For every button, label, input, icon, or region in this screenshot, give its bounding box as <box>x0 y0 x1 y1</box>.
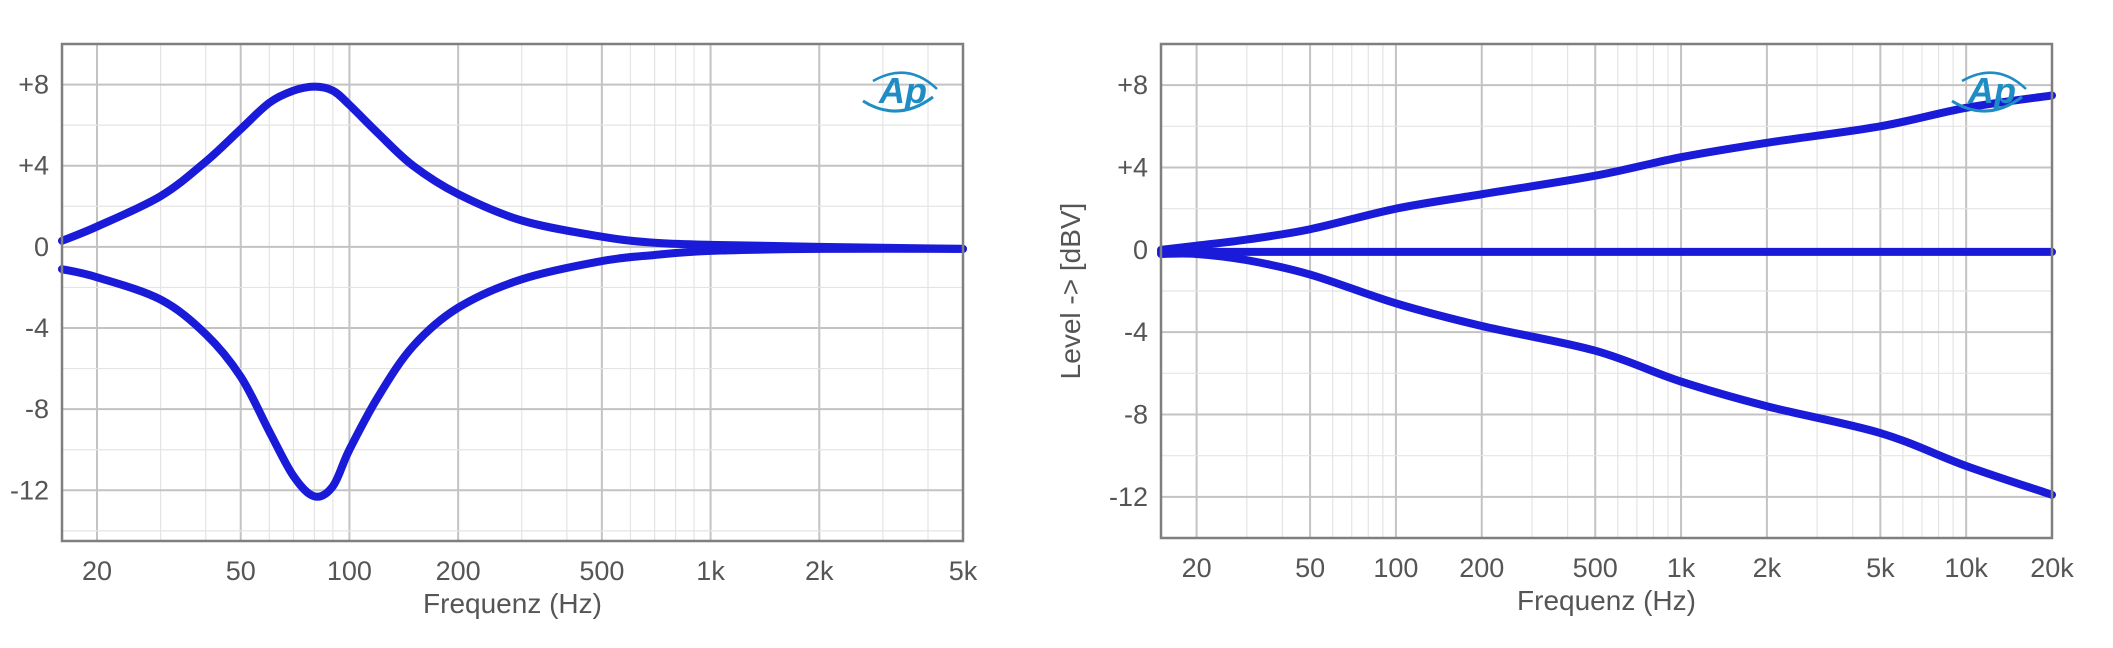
logo-arc <box>872 71 938 90</box>
y-tick-label: -4 <box>1124 317 1148 347</box>
x-tick-label: 20 <box>1182 553 1212 583</box>
y-tick-label: 0 <box>1133 235 1148 265</box>
y-axis-title: Level -> [dBV] <box>1055 203 1086 380</box>
x-tick-label: 1k <box>696 556 725 586</box>
plot-area <box>62 44 963 541</box>
y-tick-label: -12 <box>1109 482 1148 512</box>
x-tick-label: 20 <box>82 556 112 586</box>
right-level-response-chart: 20 50 100 200 500 1k 2k 5k 10k 20k +8 +4 0 -4 -8 -12 Fre… <box>1055 42 2074 616</box>
x-tick-label: 200 <box>1459 553 1504 583</box>
x-tick-label: 5k <box>949 556 978 586</box>
y-tick-label: 0 <box>34 232 49 262</box>
audio-precision-logo-icon: Ap <box>1951 70 2027 113</box>
y-tick-label: +8 <box>1117 70 1148 100</box>
logo-arc <box>1961 71 2027 90</box>
series-line-1 <box>1157 91 2056 254</box>
x-tick-label: 20k <box>2030 553 2074 583</box>
x-tick-label: 100 <box>327 556 372 586</box>
x-tick-label: 2k <box>805 556 834 586</box>
y-tick-label: -8 <box>1124 400 1148 430</box>
logo-text: Ap <box>878 70 927 111</box>
x-tick-label: 200 <box>436 556 481 586</box>
x-tick-label: 500 <box>1573 553 1618 583</box>
plot-frame <box>60 42 965 543</box>
x-tick-label: 100 <box>1373 553 1418 583</box>
x-tick-label: 500 <box>579 556 624 586</box>
series-line-3 <box>1157 249 2056 499</box>
y-tick-label: -12 <box>10 475 49 505</box>
logo-swoosh <box>862 95 934 113</box>
y-tick-label: -8 <box>25 394 49 424</box>
x-tick-label: 2k <box>1753 553 1782 583</box>
series-line-1 <box>58 82 967 253</box>
y-tick-label: +4 <box>1117 153 1148 183</box>
x-tick-label: 5k <box>1866 553 1895 583</box>
x-axis-title: Frequenz (Hz) <box>423 588 602 619</box>
x-axis-title: Frequenz (Hz) <box>1517 585 1696 616</box>
y-tick-label: +4 <box>18 151 49 181</box>
x-tick-label: 50 <box>1295 553 1325 583</box>
x-tick-label: 1k <box>1667 553 1696 583</box>
left-eq-response-chart: 20 50 100 200 500 1k 2k 5k +8 +4 0 -4 -8 -12 Frequenz … <box>10 42 978 619</box>
logo-text: Ap <box>1967 70 2016 111</box>
series-line-2 <box>58 244 967 501</box>
audio-precision-logo-icon: Ap <box>862 70 938 113</box>
y-tick-label: +8 <box>18 70 49 100</box>
x-tick-label: 10k <box>1944 553 1988 583</box>
plot-frame <box>1159 42 2054 540</box>
y-tick-label: -4 <box>25 313 49 343</box>
logo-swoosh <box>1951 95 2023 113</box>
x-tick-label: 50 <box>226 556 256 586</box>
